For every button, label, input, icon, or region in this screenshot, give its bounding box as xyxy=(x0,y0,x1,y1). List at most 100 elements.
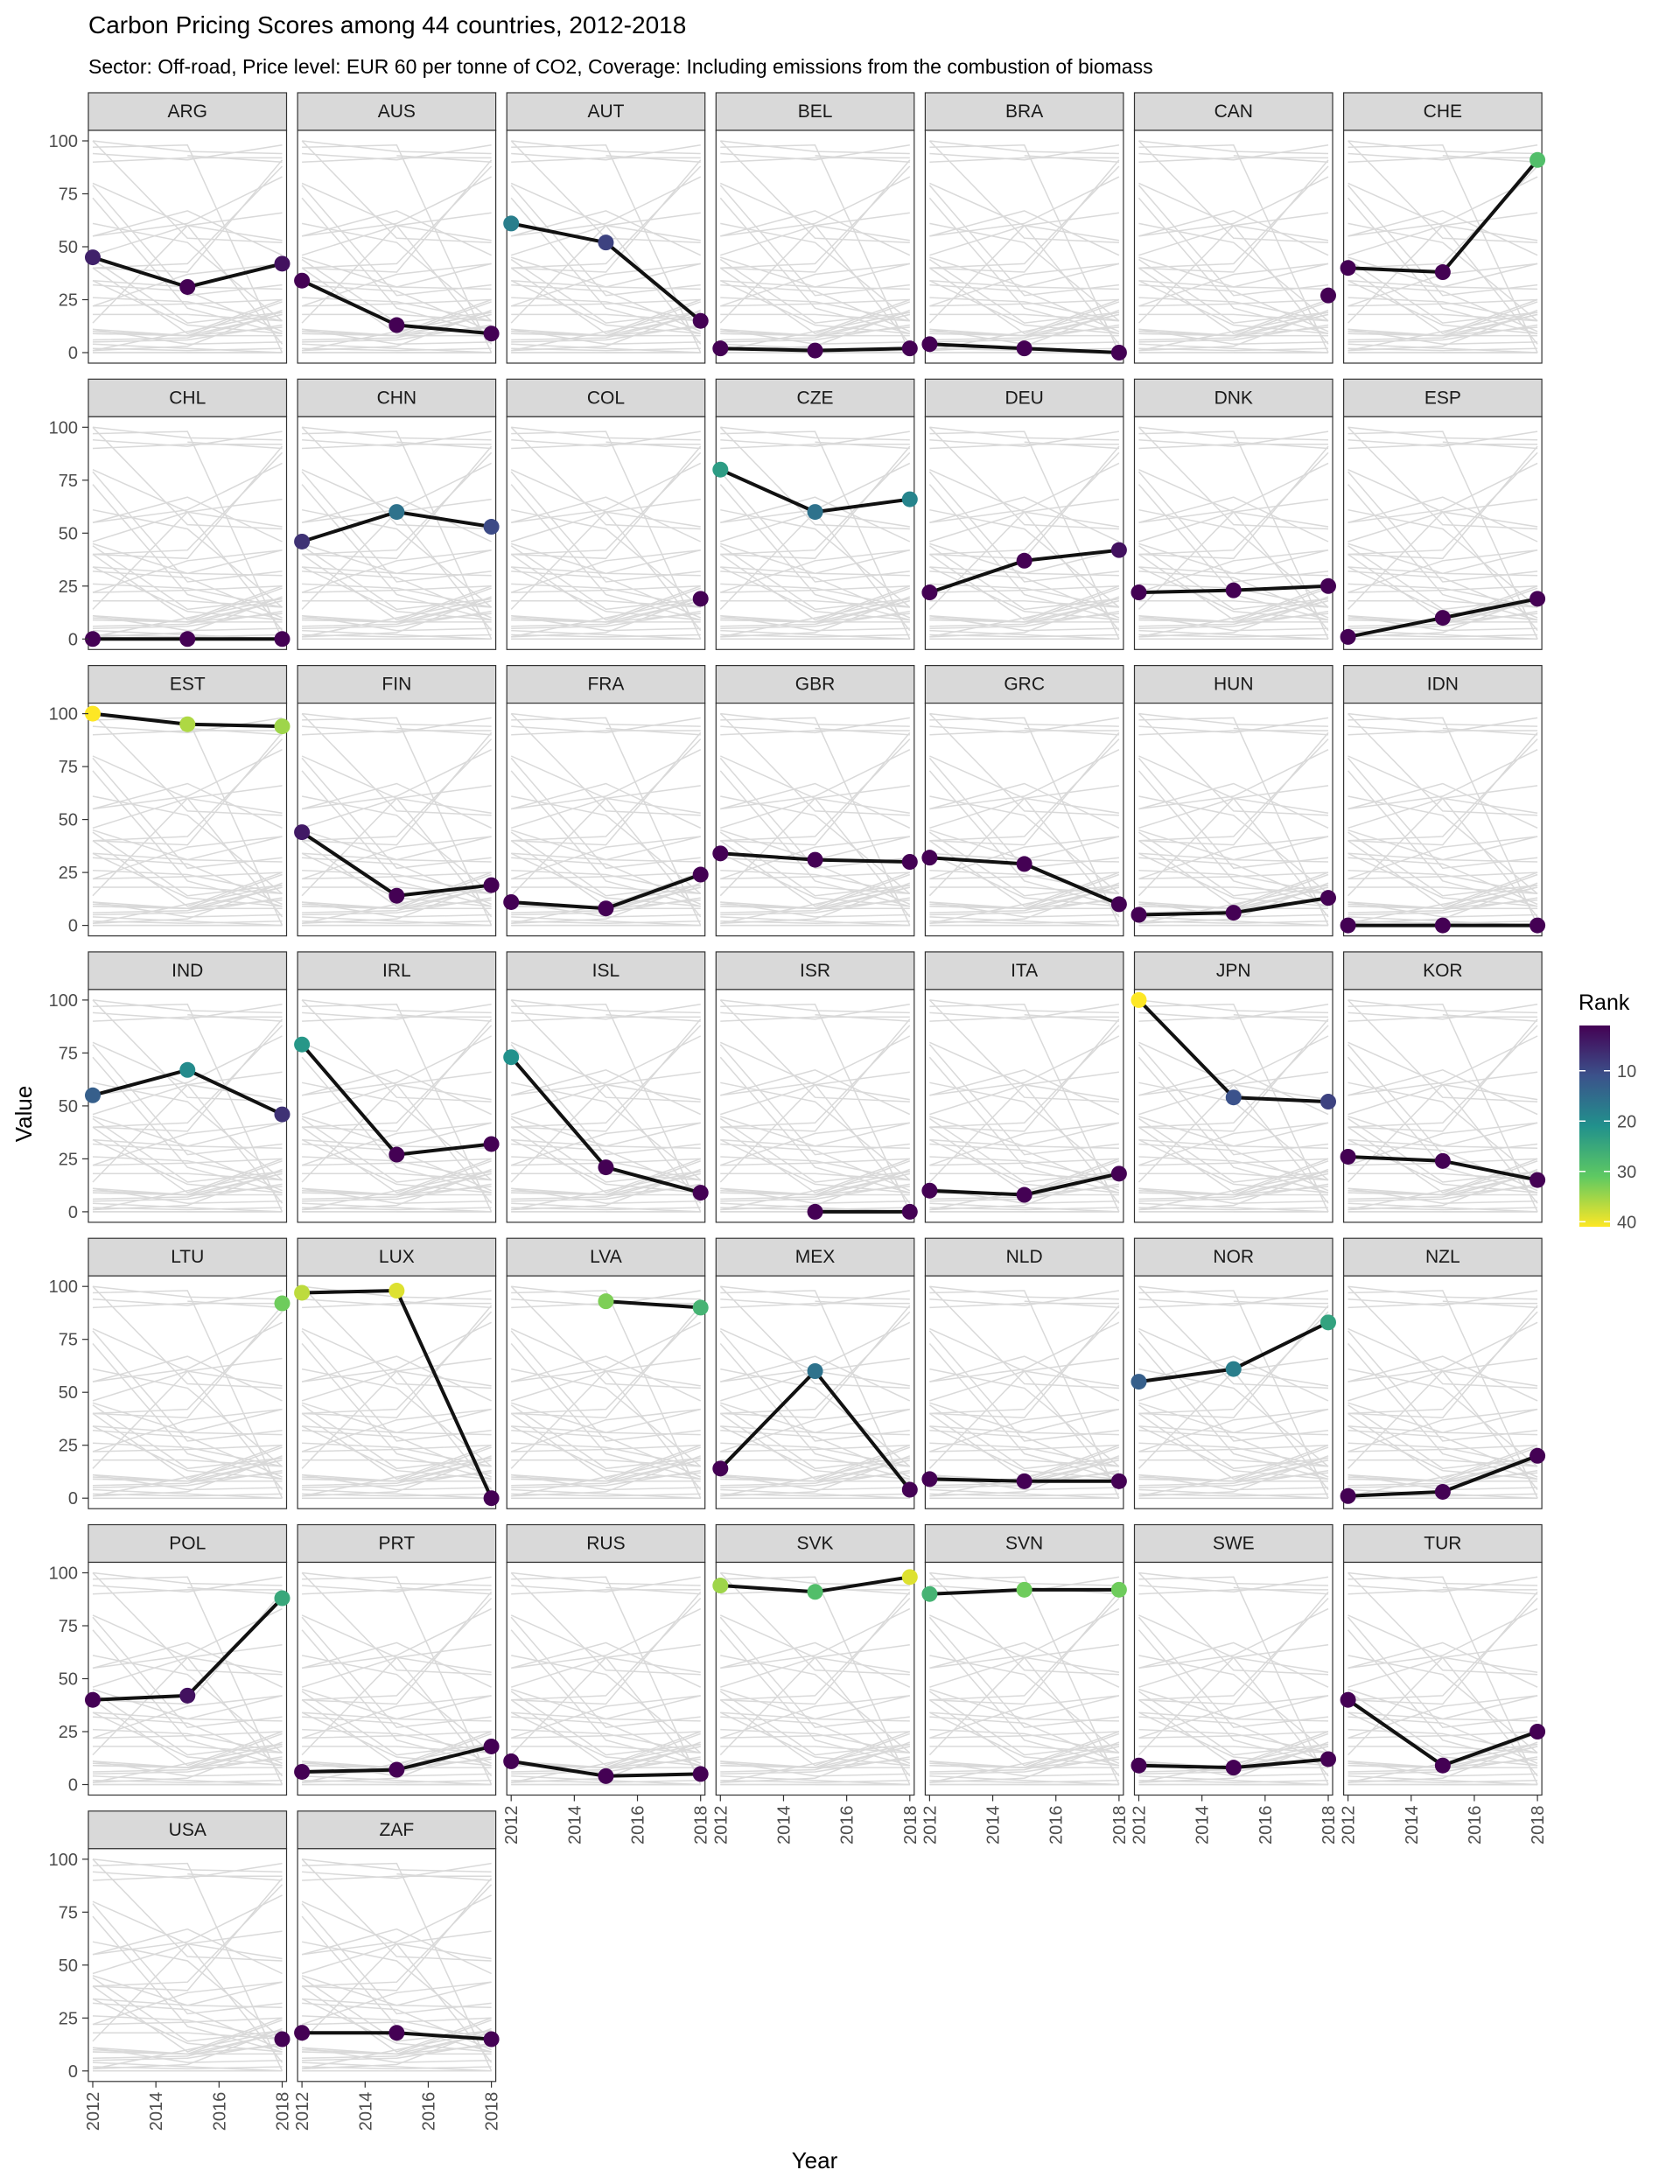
background-line-che xyxy=(929,1305,1120,1418)
background-line-tur xyxy=(1138,1126,1329,1194)
background-line-aut xyxy=(92,1655,283,1754)
background-line-svk xyxy=(720,1003,910,1020)
background-line-zaf xyxy=(1348,313,1538,322)
y-tick-label: 100 xyxy=(49,1278,78,1297)
data-point-nzl-2018 xyxy=(1530,1447,1546,1464)
background-line-fin xyxy=(510,1690,701,1756)
data-point-pol-2012 xyxy=(85,1691,101,1708)
facet-strip xyxy=(506,1237,706,1277)
background-line-irl xyxy=(928,471,1119,583)
background-line-bra xyxy=(511,1202,701,1213)
background-line-nor xyxy=(1348,749,1538,810)
background-line-svn xyxy=(720,443,910,450)
background-lines xyxy=(719,1572,911,1786)
data-point-deu-2015 xyxy=(1016,552,1032,569)
data-point-idn-2012 xyxy=(1340,917,1356,934)
background-line-svn xyxy=(511,443,701,450)
background-line-svk xyxy=(1138,1003,1329,1020)
background-line-lux xyxy=(1348,1576,1538,1785)
facet-panel-isl: ISL xyxy=(503,951,709,1223)
facet-strip-label: SVN xyxy=(1005,1534,1043,1554)
background-line-zaf xyxy=(511,599,701,608)
background-line-bra xyxy=(511,343,701,354)
facet-strip-label: FRA xyxy=(587,675,624,695)
facet-strip xyxy=(715,1237,915,1277)
background-line-fin xyxy=(928,1404,1119,1470)
facet-strip-label: BEL xyxy=(798,102,833,122)
x-tick-label: 2016 xyxy=(419,2092,438,2132)
background-line-lux xyxy=(1348,1290,1538,1499)
background-line-grc xyxy=(1138,570,1329,619)
background-line-ind xyxy=(92,210,283,256)
background-line-isl xyxy=(719,1056,910,1194)
background-line-svk xyxy=(1348,717,1538,734)
facet-strip-label: HUN xyxy=(1214,675,1254,695)
background-line-ind xyxy=(301,1928,492,1975)
background-line-grc xyxy=(929,1430,1120,1478)
background-line-svk xyxy=(92,1290,283,1306)
y-tick-label: 50 xyxy=(59,1670,78,1690)
background-line-swe xyxy=(92,1758,283,1768)
facet-panel-chn: CHN xyxy=(294,378,500,650)
background-line-lux xyxy=(92,1003,284,1213)
background-line-aut xyxy=(511,1082,702,1181)
background-line-pol xyxy=(92,1025,284,1128)
background-line-est xyxy=(511,712,701,727)
background-line-est xyxy=(1348,140,1538,155)
background-line-deu xyxy=(1348,1408,1538,1452)
background-line-bra xyxy=(302,343,492,354)
background-line-aut xyxy=(929,222,1120,322)
background-line-svn xyxy=(1138,1016,1328,1022)
data-point-isl-2015 xyxy=(598,1159,614,1176)
background-line-fin xyxy=(1138,545,1329,611)
background-line-svn xyxy=(302,1302,492,1309)
background-line-svk xyxy=(92,144,283,161)
x-tick-label: 2014 xyxy=(984,1806,1004,1845)
background-line-dnk xyxy=(511,1731,701,1740)
background-line-aut xyxy=(720,795,911,894)
background-line-fin xyxy=(1348,1404,1538,1470)
facet-panel-nld: NLD xyxy=(921,1237,1127,1509)
background-line-tur xyxy=(928,1699,1120,1767)
background-lines xyxy=(510,712,702,927)
background-line-bra xyxy=(92,916,283,927)
background-line-nor xyxy=(929,462,1120,523)
background-line-pol xyxy=(1138,1311,1329,1415)
background-line-isl xyxy=(301,1056,492,1194)
data-point-gbr-2015 xyxy=(807,851,823,868)
background-line-fin xyxy=(1138,1117,1329,1183)
x-tick-label: 2018 xyxy=(692,1806,711,1845)
background-line-fin xyxy=(719,1404,910,1470)
facet-strip-label: ISL xyxy=(592,961,620,981)
background-line-isl xyxy=(719,1343,910,1480)
facet-panel-tur: TUR 2012 2014 2016 2018 xyxy=(1340,1523,1548,1844)
background-line-lux xyxy=(302,144,493,354)
background-line-che xyxy=(720,1305,911,1418)
facet-strip xyxy=(297,664,497,704)
background-line-isl xyxy=(1138,770,1329,907)
background-line-lva xyxy=(1024,727,1119,736)
facet-panel-mex: MEX xyxy=(712,1237,918,1509)
background-line-che xyxy=(511,732,702,846)
facet-strip xyxy=(1342,92,1543,131)
background-line-irl xyxy=(301,471,492,583)
background-line-prt xyxy=(92,1746,283,1773)
background-line-lux xyxy=(302,430,493,640)
data-point-nld-2018 xyxy=(1110,1473,1127,1489)
background-line-aut xyxy=(720,1082,911,1181)
background-line-tur xyxy=(92,1412,283,1480)
background-line-ind xyxy=(301,1355,492,1402)
background-line-isl xyxy=(1138,1056,1329,1194)
data-point-ita-2018 xyxy=(1110,1166,1127,1182)
facet-panel-kor: KOR xyxy=(1340,951,1546,1223)
background-line-kor xyxy=(511,1442,701,1467)
background-line-est xyxy=(1138,712,1329,727)
background-line-irl xyxy=(301,757,492,870)
background-line-lux xyxy=(720,717,911,926)
background-line-tur xyxy=(1138,553,1329,621)
background-line-fin xyxy=(510,1404,701,1470)
background-line-lva xyxy=(1442,1300,1538,1309)
background-line-deu xyxy=(301,1408,492,1452)
background-line-deu xyxy=(301,1122,492,1166)
background-line-lva xyxy=(606,1014,701,1022)
